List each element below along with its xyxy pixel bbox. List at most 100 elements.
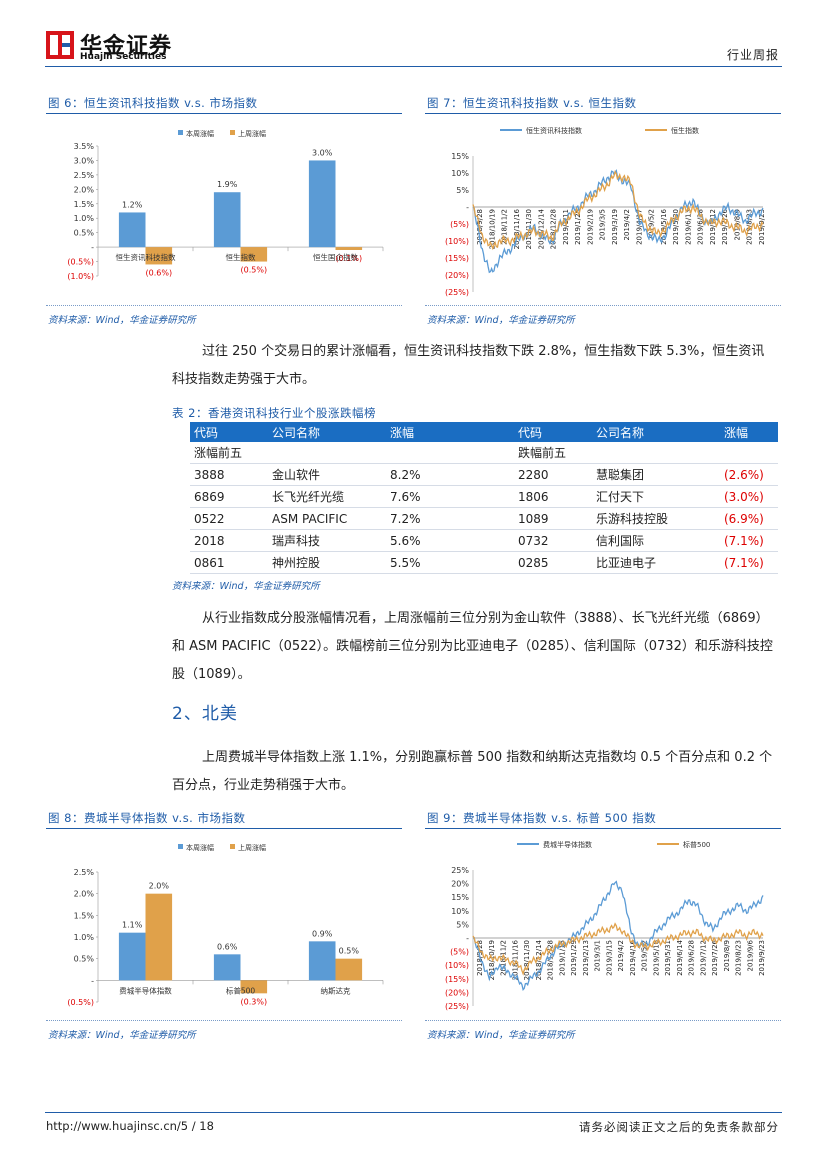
bar-value-label: 3.0% (312, 148, 333, 157)
x-category-label: 纳斯达克 (321, 985, 351, 995)
x-tick-label: 2019/1/11 (562, 209, 570, 245)
fig6-chart: 本周涨幅 上周涨幅 3.5% 3.0% 2.5% 2.0% 1.5% 1.0% 0.5% - (0.… (67, 129, 384, 281)
bar-value-label: 2.0% (149, 882, 170, 891)
legend-swatch (230, 844, 235, 849)
x-tick-label: 2019/9/23 (758, 940, 766, 976)
y-tick-label: 5% (456, 186, 469, 195)
y-tick-label: 5% (456, 920, 469, 929)
bar (145, 247, 173, 265)
cell-name-left: 金山软件 (268, 463, 386, 486)
cell-code-left: 3888 (190, 463, 268, 486)
y-tick-label: - (91, 976, 94, 985)
fig6-title: 图 6：恒生资讯科技指数 v.s. 市场指数 (48, 96, 258, 110)
cell-change-right: (3.0%) (720, 485, 778, 508)
x-category-label: 恒生国企指数 (313, 252, 358, 262)
x-tick-label: 2019/5/16 (652, 939, 660, 975)
cell-name-left: 神州控股 (268, 551, 386, 574)
x-tick-label: 2019/9/6 (746, 939, 754, 971)
bar-value-label: (0.1%) (336, 254, 363, 263)
col-name-right: 公司名称 (592, 422, 720, 442)
cell-change-left: 5.5% (386, 551, 514, 574)
footer-disclaimer: 请务必阅读正文之后的免责条款部分 (579, 1120, 779, 1134)
cell-name-right: 比亚迪电子 (592, 551, 720, 574)
fig9-chart: 费城半导体指数 标普500 25% 20% 15% 10% 5% - (5%) (10%) (15%… (445, 840, 766, 1011)
x-tick-label: 2018/11/16 (513, 208, 521, 249)
brand-logo-icon (46, 31, 74, 59)
series-line (472, 880, 764, 991)
x-tick-label: 2019/6/14 (676, 939, 684, 975)
x-tick-label: 2019/3/15 (605, 940, 613, 976)
x-tick-label: 2018/12/14 (535, 939, 543, 980)
x-tick-label: 2018/12/28 (547, 940, 555, 980)
legend-label: 费城半导体指数 (543, 840, 592, 849)
cell-change-left: 8.2% (386, 463, 514, 486)
fig8-title-rule (46, 828, 402, 829)
cell-name-right: 乐游科技控股 (592, 507, 720, 530)
cell-change-left: 7.6% (386, 485, 514, 508)
y-tick-label: 0.5% (74, 229, 95, 238)
x-tick-label: 2018/10/19 (488, 209, 496, 249)
legend-label: 恒生指数 (671, 126, 699, 135)
y-tick-label: 15% (451, 893, 469, 902)
col-change-left: 涨幅 (386, 422, 514, 442)
y-tick-label: - (466, 203, 469, 212)
x-tick-label: 2019/9/23 (758, 209, 766, 245)
legend-label: 本周涨幅 (186, 129, 214, 138)
legend-label: 上周涨幅 (238, 843, 266, 852)
cell-change-left: 5.6% (386, 529, 514, 552)
x-category-label: 费城半导体指数 (119, 985, 172, 995)
cell-code-right: 1089 (514, 507, 592, 530)
y-tick-label: (1.0%) (67, 272, 94, 281)
x-tick-label: 2018/11/30 (523, 940, 531, 980)
legend-label: 标普500 (683, 840, 710, 849)
x-tick-label: 2019/7/26 (721, 208, 729, 244)
y-tick-label: (20%) (445, 271, 469, 280)
x-tick-label: 2019/4/2 (623, 209, 631, 240)
bar-value-label: (0.3%) (241, 997, 268, 1006)
x-category-label: 标普500 (226, 985, 256, 995)
fig6-bottom-rule (46, 305, 402, 306)
table2-source: 资料来源：Wind，华金证券研究所 (172, 581, 320, 592)
cell-name-left: 长飞光纤光缆 (268, 485, 386, 508)
y-tick-label: 2.5% (74, 171, 95, 180)
table-header-row: 代码 公司名称 涨幅 代码 公司名称 涨幅 (190, 422, 778, 442)
x-tick-label: 2018/12/28 (550, 209, 558, 249)
table-row: 0861 神州控股 5.5% 0285 比亚迪电子 (7.1%) (190, 551, 778, 574)
col-code-right: 代码 (514, 422, 592, 442)
y-tick-label: (0.5%) (67, 998, 94, 1007)
y-tick-label: 2.0% (74, 185, 95, 194)
footer-url-page: http://www.huajinsc.cn/5 / 18 (46, 1119, 214, 1133)
col-change-right: 涨幅 (720, 422, 778, 442)
x-tick-label: 2019/1/15 (558, 940, 566, 976)
y-tick-label: (20%) (445, 988, 469, 997)
legend-label: 本周涨幅 (186, 843, 214, 852)
bar (335, 958, 363, 981)
table2-title: 表 2：香港资讯科技行业个股涨跌幅榜 (172, 406, 376, 420)
x-tick-label: 2019/8/9 (723, 940, 731, 971)
x-category-label: 恒生资讯科技指数 (116, 252, 176, 262)
cell-change-right: (6.9%) (720, 507, 778, 530)
x-tick-label: 2019/7/26 (711, 939, 719, 975)
x-tick-label: 2019/7/12 (699, 940, 707, 976)
cell-change-left: 7.2% (386, 507, 514, 530)
x-tick-label: 2019/3/19 (611, 209, 619, 245)
paragraph-hk-summary: 过往 250 个交易日的累计涨幅看，恒生资讯科技指数下跌 2.8%，恒生指数下跌… (172, 344, 765, 387)
col-name-left: 公司名称 (268, 422, 386, 442)
y-tick-label: 1.0% (74, 933, 95, 942)
bar (213, 192, 241, 248)
cell-name-right: 汇付天下 (592, 485, 720, 508)
y-tick-label: (0.5%) (67, 258, 94, 267)
y-tick-label: 3.5% (74, 142, 95, 151)
cell-change-right: (7.1%) (720, 529, 778, 552)
cell-code-right: 0285 (514, 551, 592, 574)
x-tick-label: 2019/8/23 (735, 940, 743, 976)
group-losers-label: 跌幅前五 (514, 442, 778, 464)
bar (240, 247, 268, 262)
legend-swatch (178, 844, 183, 849)
x-tick-label: 2019/1/29 (570, 940, 578, 976)
x-tick-label: 2018/11/2 (500, 940, 508, 976)
fig9-bottom-rule (425, 1020, 781, 1021)
bar (213, 954, 241, 981)
cell-code-right: 2280 (514, 463, 592, 486)
y-tick-label: 10% (451, 169, 469, 178)
